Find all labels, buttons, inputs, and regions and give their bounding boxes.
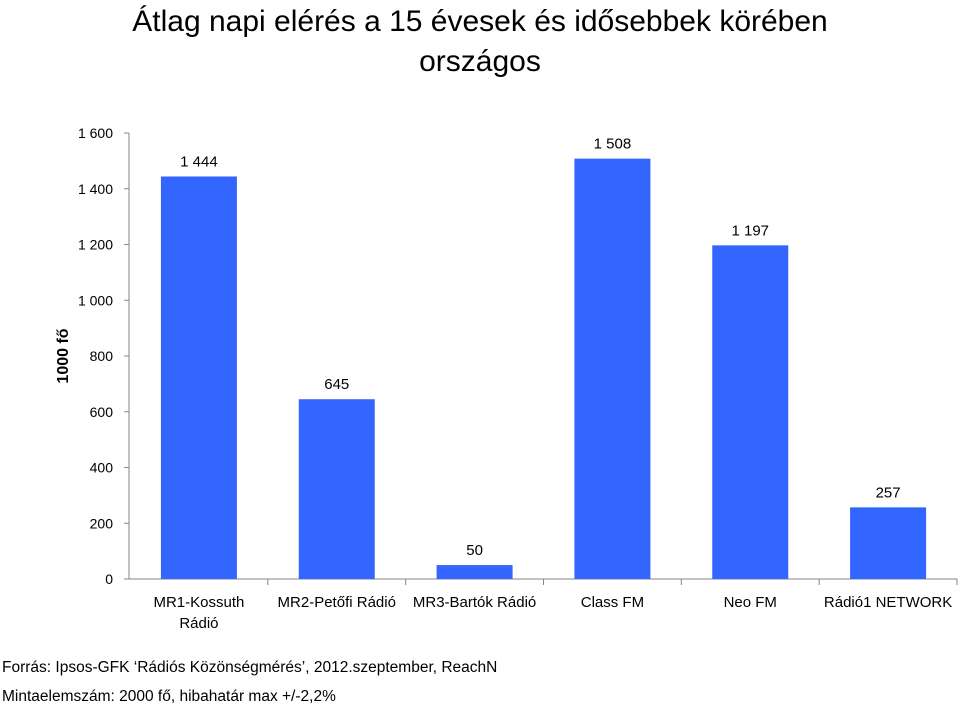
category-label: Rádió1 NETWORK (824, 594, 952, 611)
bar (850, 507, 927, 579)
chart-title-line-1: Átlag napi elérés a 15 évesek és idősebb… (132, 5, 828, 38)
category-label: Rádió (179, 615, 218, 632)
source-note: Forrás: Ipsos-GFK ‘Rádiós Közönségmérés’… (2, 659, 498, 676)
y-tick-label: 800 (90, 348, 114, 364)
bar (298, 399, 375, 579)
data-label: 50 (466, 542, 483, 559)
bar (436, 565, 513, 579)
y-tick-label: 1 000 (78, 292, 113, 308)
category-label: MR3-Bartók Rádió (413, 594, 536, 611)
data-label: 1 508 (594, 136, 632, 153)
category-label: MR2-Petőfi Rádió (278, 594, 396, 611)
y-tick-label: 0 (105, 571, 113, 587)
y-tick-label: 200 (90, 515, 114, 531)
category-label: MR1-Kossuth (153, 594, 244, 611)
sample-note: Mintaelemszám: 2000 fő, hibahatár max +/… (2, 688, 336, 705)
data-label: 1 197 (731, 222, 769, 239)
y-tick-label: 600 (90, 404, 114, 420)
y-tick-label: 1 400 (78, 181, 113, 197)
bar (712, 245, 789, 579)
data-label: 1 444 (180, 153, 218, 170)
chart-title-line-2: országos (419, 45, 541, 78)
bar (574, 158, 651, 579)
data-label: 257 (876, 484, 901, 501)
y-tick-label: 1 600 (78, 125, 113, 141)
y-tick-label: 400 (90, 460, 114, 476)
y-axis-title: 1000 fő (55, 328, 72, 383)
chart-title: Átlag napi elérés a 15 évesek és idősebb… (0, 2, 960, 82)
category-label: Neo FM (724, 594, 777, 611)
data-label: 645 (324, 376, 349, 393)
y-tick-label: 1 200 (78, 237, 113, 253)
category-label: Class FM (581, 594, 644, 611)
bar (160, 176, 237, 580)
